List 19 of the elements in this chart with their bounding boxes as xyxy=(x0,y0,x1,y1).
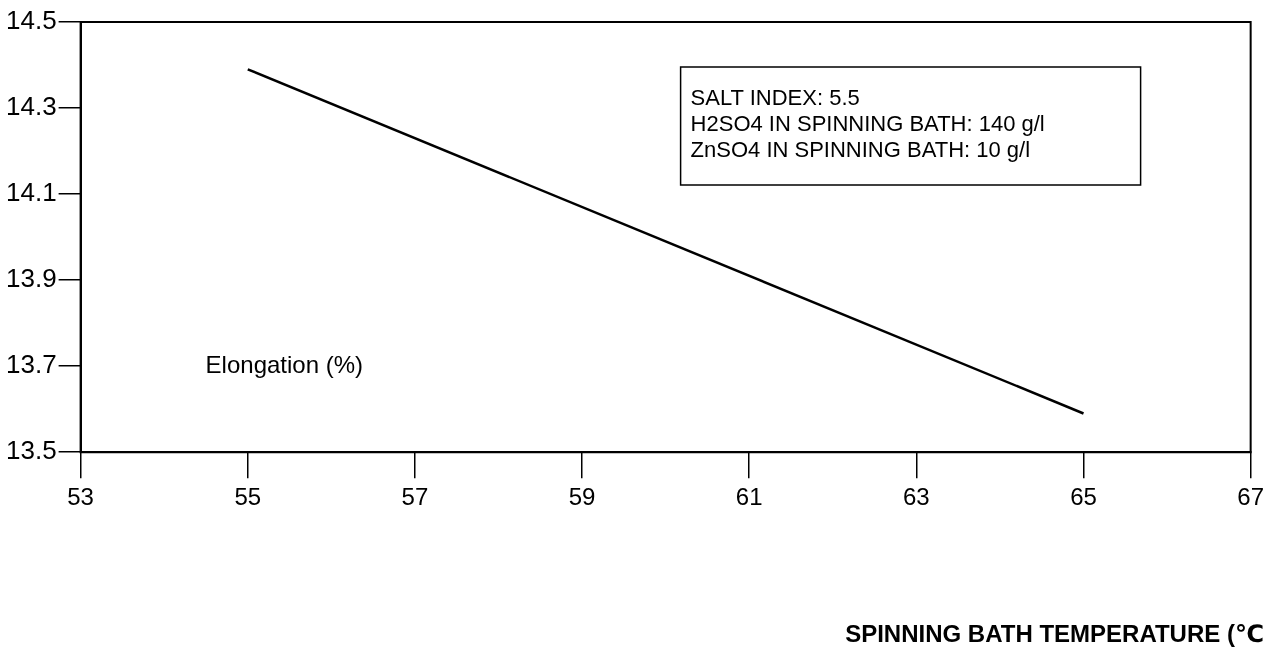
y-tick-label: 14.1 xyxy=(5,177,57,208)
y-axis-title: Elongation (%) xyxy=(205,350,364,378)
y-tick-label: 13.9 xyxy=(5,263,57,294)
y-tick-label: 14.5 xyxy=(5,5,57,36)
annotation: SALT INDEX: 5.5 xyxy=(690,85,860,111)
x-tick-label: 57 xyxy=(401,483,429,511)
y-tick-label: 13.7 xyxy=(5,349,57,380)
x-tick-label: 65 xyxy=(1070,483,1097,511)
x-tick-label: 63 xyxy=(903,483,930,511)
x-axis-title: SPINNING BATH TEMPERATURE (℃ xyxy=(845,619,1264,647)
x-tick-label: 61 xyxy=(735,483,763,511)
y-tick-label: 13.5 xyxy=(5,435,57,466)
x-tick-label: 67 xyxy=(1237,483,1264,511)
annotation: ZnSO4 IN SPINNING BATH: 10 g/l xyxy=(690,137,1031,163)
x-tick-label: 55 xyxy=(234,483,262,511)
x-tick-label: 59 xyxy=(568,483,596,511)
y-tick-label: 14.3 xyxy=(5,91,57,122)
annotation: H2SO4 IN SPINNING BATH: 140 g/l xyxy=(690,111,1045,137)
x-tick-label: 53 xyxy=(67,483,94,511)
